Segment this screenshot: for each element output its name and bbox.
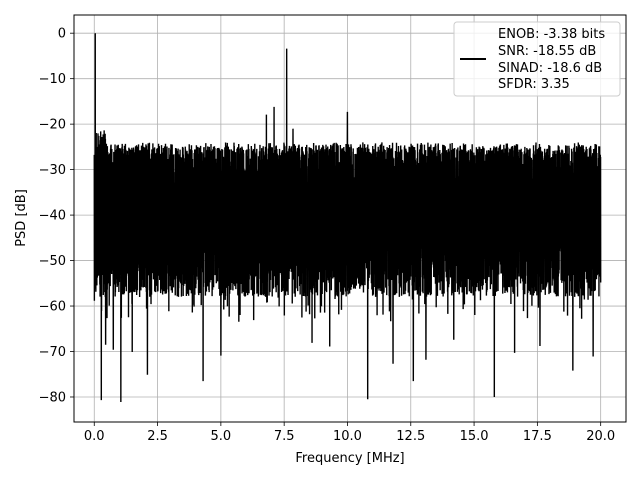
- legend-sfdr: SFDR: 3.35: [498, 77, 570, 92]
- series-layer: [93, 33, 602, 402]
- y-axis: 0 −10 −20 −30 −40 −50 −60 −70 −80: [39, 27, 74, 405]
- legend-box: [453, 21, 621, 97]
- legend: ENOB: -3.38 bits SNR: -18.55 dB SINAD: -…: [453, 21, 621, 97]
- x-tick-label: 10.0: [333, 429, 362, 444]
- legend-snr: SNR: -18.55 dB: [498, 44, 596, 59]
- legend-sinad: SINAD: -18.6 dB: [498, 61, 602, 76]
- x-tick-label: 12.5: [396, 429, 425, 444]
- x-axis: 0.0 2.5 5.0 7.5 10.0 12.5 15.0 17.5 20.0: [84, 422, 615, 444]
- x-tick-label: 20.0: [586, 429, 615, 444]
- y-axis-label: PSD [dB]: [14, 189, 29, 247]
- y-tick-label: −40: [39, 209, 66, 224]
- y-tick-label: 0: [58, 27, 66, 42]
- y-tick-label: −60: [39, 300, 66, 315]
- y-tick-label: −70: [39, 345, 66, 360]
- x-tick-label: 17.5: [523, 429, 552, 444]
- x-tick-label: 0.0: [84, 429, 105, 444]
- x-tick-label: 15.0: [460, 429, 489, 444]
- plot-frame: [73, 14, 627, 423]
- y-tick-label: −30: [39, 163, 66, 178]
- x-tick-label: 5.0: [211, 429, 232, 444]
- y-tick-label: −80: [39, 390, 66, 405]
- y-tick-label: −20: [39, 118, 66, 133]
- x-axis-label: Frequency [MHz]: [295, 451, 404, 466]
- legend-enob: ENOB: -3.38 bits: [498, 27, 605, 42]
- psd-series-line: [93, 33, 602, 402]
- x-tick-label: 2.5: [147, 429, 168, 444]
- y-tick-label: −10: [39, 72, 66, 87]
- x-tick-label: 7.5: [274, 429, 295, 444]
- y-tick-label: −50: [39, 254, 66, 269]
